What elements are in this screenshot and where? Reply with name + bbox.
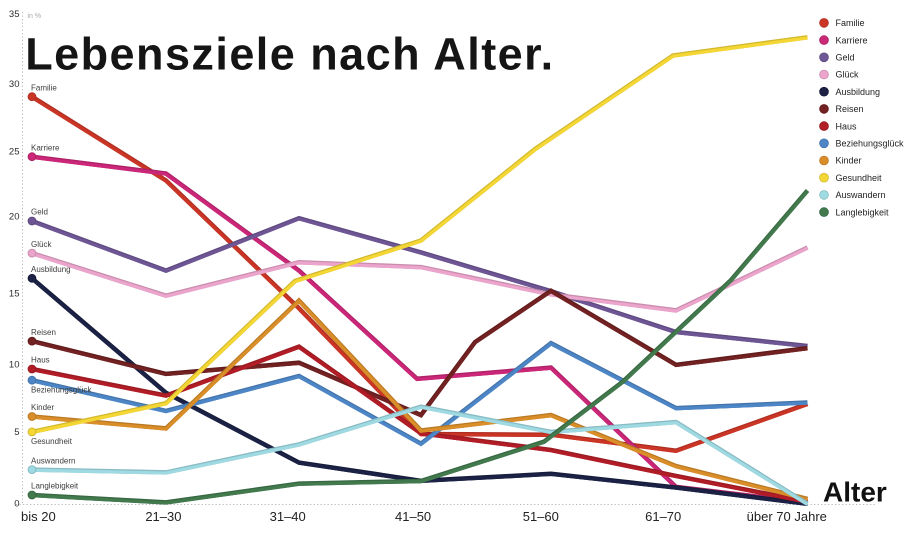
svg-text:20: 20: [9, 212, 20, 223]
svg-text:Familie: Familie: [836, 18, 865, 28]
svg-text:25: 25: [9, 147, 20, 158]
svg-text:Haus: Haus: [836, 121, 858, 131]
svg-text:31–40: 31–40: [270, 509, 306, 524]
svg-text:Kinder: Kinder: [31, 403, 54, 412]
svg-text:Ausbildung: Ausbildung: [31, 265, 71, 274]
svg-text:Auswandern: Auswandern: [836, 190, 886, 200]
svg-text:Karriere: Karriere: [836, 35, 868, 45]
svg-text:Familie: Familie: [31, 83, 57, 92]
svg-text:Ausbildung: Ausbildung: [836, 87, 881, 97]
svg-text:Lebensziele nach Alter.: Lebensziele nach Alter.: [25, 28, 554, 79]
svg-text:Haus: Haus: [31, 356, 50, 365]
svg-text:Alter: Alter: [823, 477, 887, 508]
svg-text:61–70: 61–70: [645, 509, 681, 524]
svg-text:51–60: 51–60: [523, 509, 559, 524]
svg-text:Geld: Geld: [836, 53, 855, 63]
svg-text:Geld: Geld: [31, 208, 48, 217]
svg-text:0: 0: [14, 498, 19, 509]
svg-text:Gesundheit: Gesundheit: [836, 173, 883, 183]
svg-text:30: 30: [9, 79, 20, 90]
svg-text:bis 20: bis 20: [21, 509, 56, 524]
svg-text:21–30: 21–30: [145, 509, 181, 524]
svg-text:Beziehungsglück: Beziehungsglück: [836, 139, 905, 149]
svg-text:41–50: 41–50: [395, 509, 431, 524]
svg-text:Langlebigkeit: Langlebigkeit: [31, 482, 79, 491]
svg-text:über 70 Jahre: über 70 Jahre: [747, 509, 827, 524]
svg-text:Gesundheit: Gesundheit: [31, 437, 73, 446]
svg-text:35: 35: [9, 9, 20, 20]
svg-text:10: 10: [9, 360, 20, 371]
svg-text:in %: in %: [28, 13, 42, 20]
svg-text:Karriere: Karriere: [31, 143, 60, 152]
svg-text:Auswandern: Auswandern: [31, 456, 75, 465]
svg-text:15: 15: [9, 289, 20, 300]
svg-text:Beziehungsglück: Beziehungsglück: [31, 386, 92, 395]
svg-text:Langlebigkeit: Langlebigkeit: [836, 207, 890, 217]
svg-text:Reisen: Reisen: [31, 328, 56, 337]
svg-text:5: 5: [14, 427, 19, 438]
svg-text:Glück: Glück: [31, 240, 52, 249]
svg-text:Kinder: Kinder: [836, 156, 862, 166]
svg-text:Reisen: Reisen: [836, 104, 864, 114]
svg-text:Glück: Glück: [836, 70, 860, 80]
